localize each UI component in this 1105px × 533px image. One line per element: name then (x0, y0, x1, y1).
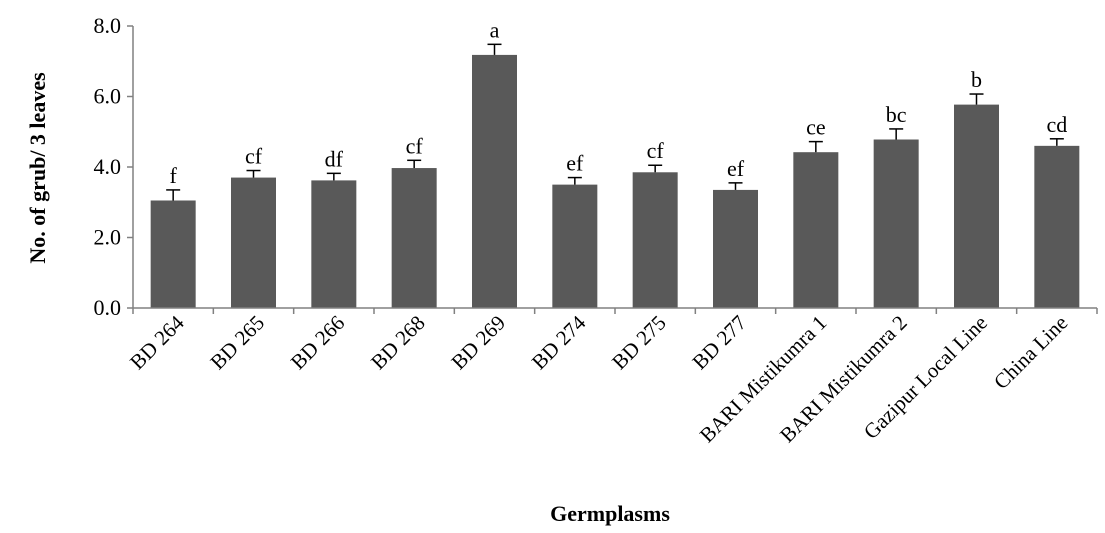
bar (632, 172, 678, 308)
significance-label: cf (406, 133, 424, 158)
category-labels: BD 264 BD 265 BD 266 BD 268 BD 269 BD 274 BD 2… (125, 310, 1072, 447)
significance-label: ef (566, 151, 584, 176)
bar (954, 104, 999, 308)
category-label: China Line (989, 311, 1072, 394)
significance-label: b (971, 67, 982, 92)
significance-label: bc (886, 102, 907, 127)
category-label: BD 265 (205, 311, 269, 375)
y-tick-label: 0.0 (94, 295, 122, 320)
category-label: BD 264 (125, 310, 189, 374)
bar (552, 184, 598, 308)
significance-label: cf (647, 138, 665, 163)
y-axis-title-group: No. of grub/ 3 leaves (25, 72, 50, 264)
category-label: BD 277 (687, 311, 751, 375)
x-axis-title: Germplasms (550, 501, 670, 526)
significance-label: df (325, 146, 344, 171)
significance-label: cf (245, 144, 263, 169)
bar (472, 54, 517, 308)
bar (150, 200, 196, 308)
bar (311, 180, 357, 308)
y-ticks: 0.0 2.0 4.0 6.0 8.0 (94, 13, 1098, 320)
y-tick-label: 4.0 (94, 154, 122, 179)
significance-label: ce (806, 115, 826, 140)
y-tick-label: 6.0 (94, 84, 122, 109)
significance-label: f (170, 163, 178, 188)
significance-label: a (490, 17, 500, 42)
bar (873, 139, 919, 308)
y-axis-title: No. of grub/ 3 leaves (25, 72, 50, 264)
error-bars (166, 43, 1064, 201)
significance-labels: f cf df cf a ef cf ef ce bc b cd (170, 17, 1068, 188)
bars (150, 54, 1080, 308)
significance-label: ef (727, 156, 745, 181)
category-label: BD 268 (366, 311, 430, 375)
bar (793, 152, 839, 308)
category-label: BD 274 (527, 310, 591, 374)
category-label: BD 266 (286, 311, 350, 375)
bar (713, 189, 758, 308)
y-tick-label: 8.0 (94, 13, 122, 38)
bar (1034, 145, 1080, 308)
bar (231, 177, 276, 308)
significance-label: cd (1046, 112, 1067, 137)
y-tick-label: 2.0 (94, 225, 122, 250)
category-label: BD 275 (607, 311, 671, 375)
category-label: BD 269 (446, 311, 510, 375)
bar (391, 168, 437, 308)
